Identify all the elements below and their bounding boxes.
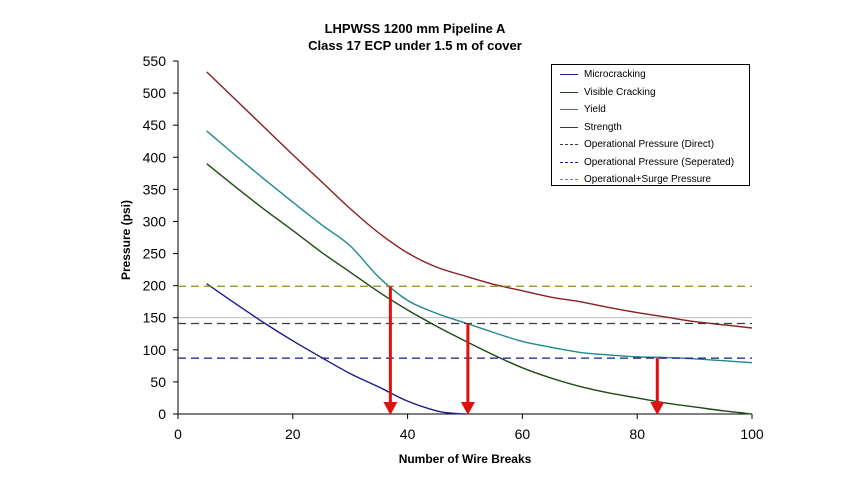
legend-label: Visible Cracking — [584, 86, 656, 98]
x-tick-label: 80 — [629, 426, 645, 442]
axes-group: 0 50 100 150 200 250 300 350 400 450 500 550 0 20 40 60… — [143, 53, 764, 442]
x-tick-label: 40 — [400, 426, 416, 442]
legend-swatch — [560, 109, 578, 111]
series-line-strength — [206, 71, 753, 329]
series-line-microcracking — [206, 283, 466, 415]
y-tick-label: 200 — [143, 278, 167, 294]
legend-swatch — [560, 126, 578, 128]
legend-label: Operational+Surge Pressure — [584, 174, 712, 186]
legend-swatch — [560, 91, 578, 93]
legend-swatch — [560, 179, 578, 181]
y-tick-label: 500 — [143, 85, 167, 101]
y-tick-label: 400 — [143, 149, 167, 165]
y-tick-label: 250 — [143, 246, 167, 262]
x-tick-label: 100 — [740, 426, 764, 442]
legend-label: Operational Pressure (Direct) — [584, 139, 715, 151]
annotation-group — [383, 286, 665, 415]
legend-label: Yield — [584, 104, 606, 116]
y-tick-label: 550 — [143, 53, 167, 69]
legend-item: Microcracking — [552, 66, 749, 84]
legend-swatch — [560, 74, 578, 76]
x-axis-label: Number of Wire Breaks — [399, 452, 532, 466]
arrow-head — [460, 402, 475, 415]
y-tick-label: 350 — [143, 181, 167, 197]
x-tick-label: 0 — [174, 426, 182, 442]
y-tick-label: 450 — [143, 117, 167, 133]
series-line-yield — [206, 130, 753, 364]
y-tick-label: 0 — [158, 406, 166, 422]
y-tick-label: 50 — [150, 374, 166, 390]
legend-item: Visible Cracking — [552, 84, 749, 102]
legend-swatch — [560, 161, 578, 163]
legend-item: Yield — [552, 101, 749, 119]
chart-legend: Microcracking Visible Cracking Yield Streng… — [551, 64, 750, 186]
y-tick-label: 150 — [143, 310, 167, 326]
y-axis-label: Pressure (psi) — [119, 200, 133, 280]
x-tick-label: 60 — [515, 426, 531, 442]
legend-label: Operational Pressure (Seperated) — [584, 156, 735, 168]
series-line-visible-cracking — [206, 163, 753, 415]
y-tick-label: 100 — [143, 342, 167, 358]
x-tick-label: 20 — [285, 426, 301, 442]
chart-title: LHPWSS 1200 mm Pipeline A — [324, 21, 506, 36]
legend-item: Operational Pressure (Direct) — [552, 136, 749, 154]
legend-item: Strength — [552, 119, 749, 137]
legend-label: Microcracking — [584, 69, 646, 81]
legend-swatch — [560, 144, 578, 146]
arrow-head — [650, 402, 665, 415]
legend-item: Operational+Surge Pressure — [552, 171, 749, 189]
y-tick-label: 300 — [143, 213, 167, 229]
legend-item: Operational Pressure (Seperated) — [552, 154, 749, 172]
arrow-head — [383, 402, 398, 415]
chart-subtitle: Class 17 ECP under 1.5 m of cover — [308, 38, 522, 53]
legend-label: Strength — [584, 121, 622, 133]
